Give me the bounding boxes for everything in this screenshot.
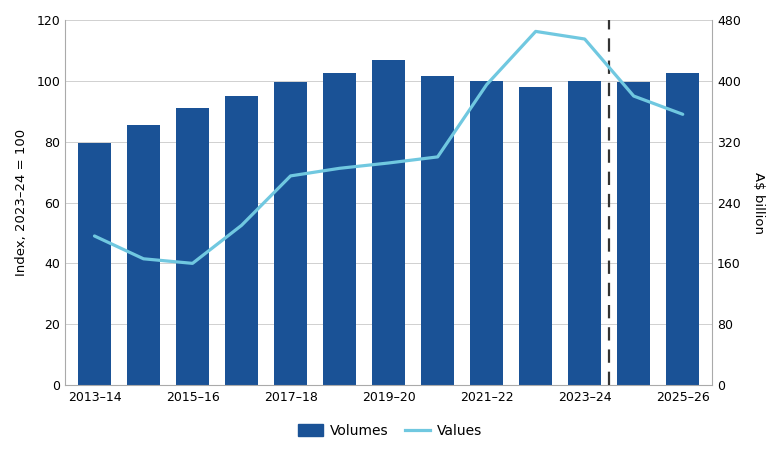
Bar	[519, 87, 552, 385]
Bar	[372, 60, 406, 385]
Bar	[323, 73, 356, 385]
Bar	[78, 143, 111, 385]
Bar	[225, 96, 258, 385]
Values	[90, 233, 99, 239]
Legend: Volumes, Values: Volumes, Values	[292, 419, 488, 444]
Line: Values: Values	[94, 31, 682, 263]
Y-axis label: Index, 2023–24 = 100: Index, 2023–24 = 100	[15, 129, 28, 276]
Bar	[617, 82, 651, 385]
Bar	[666, 73, 700, 385]
Values	[580, 36, 590, 42]
Values	[433, 154, 442, 160]
Values	[237, 222, 246, 228]
Bar	[568, 81, 601, 385]
Values	[531, 29, 541, 34]
Bar	[421, 76, 454, 385]
Y-axis label: A$ billion: A$ billion	[752, 172, 765, 233]
Values	[678, 111, 687, 117]
Values	[286, 173, 296, 179]
Values	[335, 166, 344, 171]
Bar	[127, 125, 160, 385]
Bar	[176, 108, 209, 385]
Values	[629, 93, 638, 99]
Bar	[470, 81, 503, 385]
Bar	[274, 82, 307, 385]
Values	[384, 160, 393, 166]
Values	[482, 82, 491, 87]
Values	[188, 261, 197, 266]
Values	[139, 256, 148, 262]
